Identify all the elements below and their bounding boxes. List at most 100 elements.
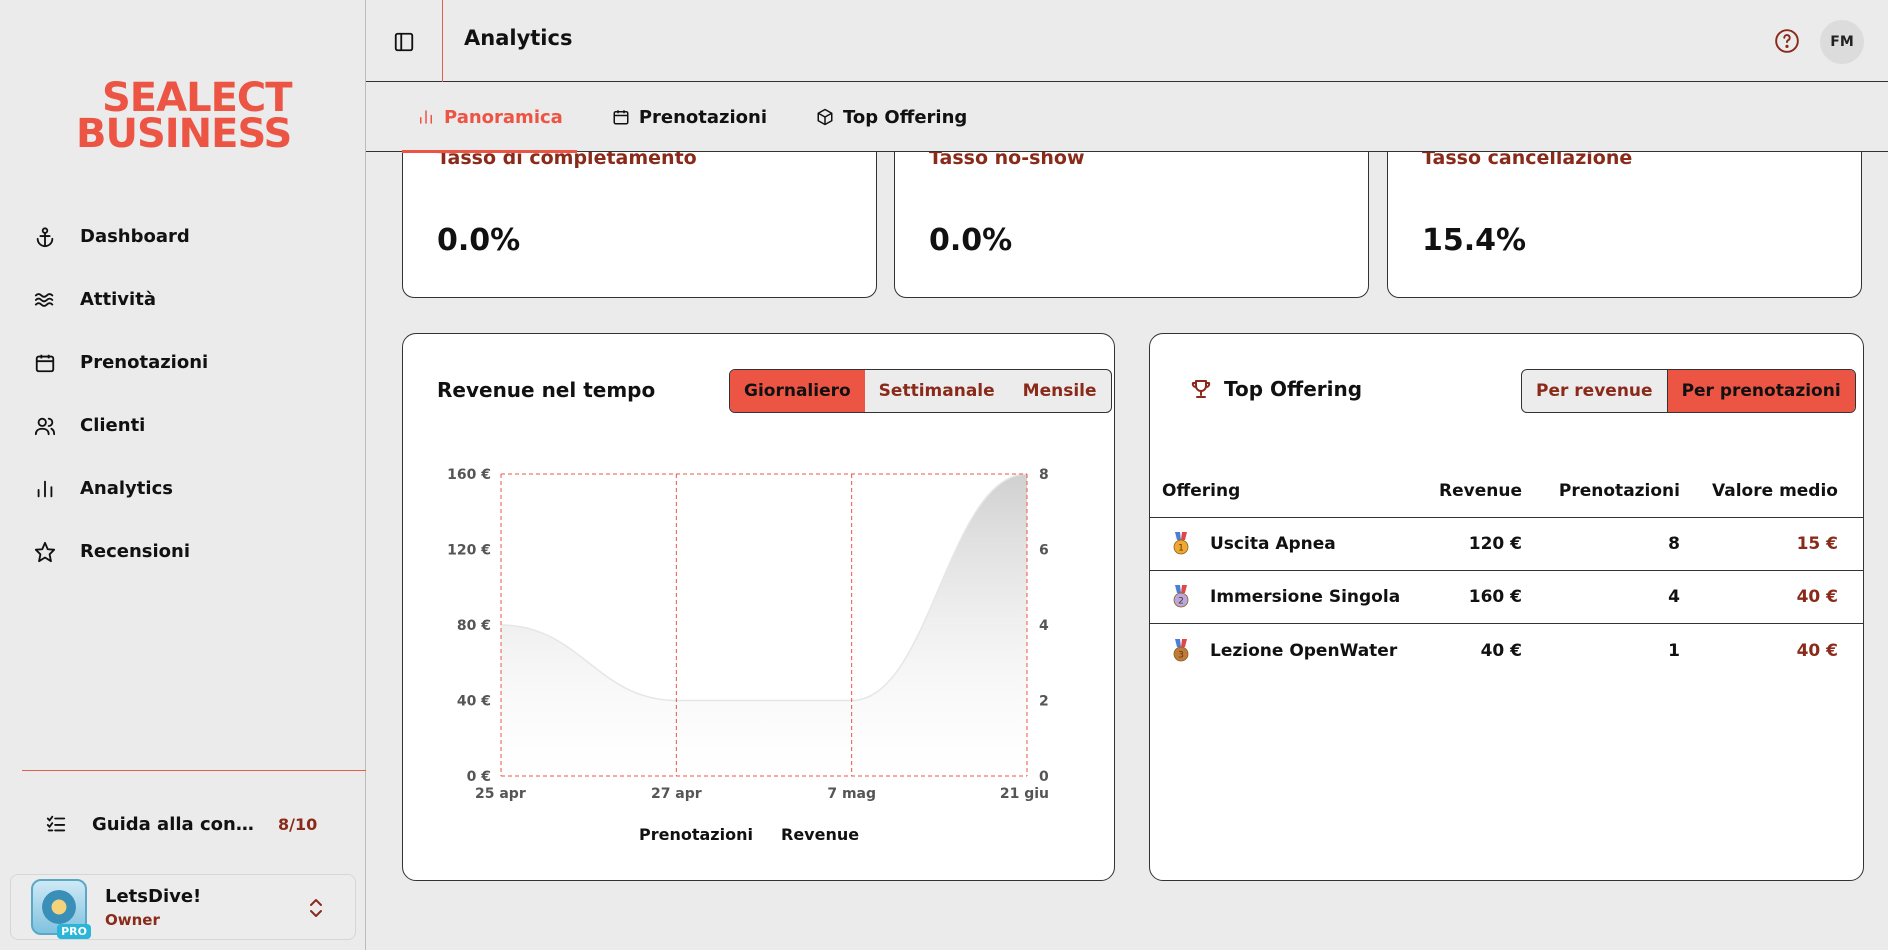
offering-bookings: 4: [1668, 587, 1680, 607]
account-switcher[interactable]: PRO LetsDive! Owner: [10, 874, 356, 940]
table-row[interactable]: 2 Immersione Singola 160 € 4 40 €: [1150, 571, 1863, 624]
offering-avg-value: 40 €: [1796, 587, 1838, 607]
chevron-up-down-icon: [307, 897, 325, 923]
sidebar-item-recensioni[interactable]: Recensioni: [0, 520, 366, 583]
setup-guide-link[interactable]: Guida alla configurazione 8/10: [44, 808, 344, 840]
account-name: LetsDive!: [105, 885, 202, 907]
tab-label: Prenotazioni: [638, 106, 768, 128]
offering-avg-value: 40 €: [1796, 640, 1838, 661]
help-icon: [1775, 29, 1799, 53]
users-icon: [32, 413, 58, 439]
bronze-medal-icon: 3: [1170, 638, 1192, 662]
offer-mode-selector: Per revenue Per prenotazioni: [1521, 369, 1856, 413]
y-right-tick-label: 8: [1039, 467, 1049, 483]
bar-chart-icon: [32, 476, 58, 502]
sidebar-item-analytics[interactable]: Analytics: [0, 457, 366, 520]
mode-bookings-button[interactable]: Per prenotazioni: [1666, 370, 1855, 412]
sidebar-item-label: Prenotazioni: [80, 352, 209, 373]
tab-top-offering[interactable]: Top Offering: [801, 82, 981, 152]
analytics-tabs: Panoramica Prenotazioni Top Offering: [366, 82, 1888, 153]
x-tick-label: 27 apr: [651, 786, 702, 802]
sidebar-item-attivita[interactable]: Attività: [0, 268, 366, 331]
legend-item: Prenotazioni: [639, 825, 753, 844]
mode-revenue-button[interactable]: Per revenue: [1536, 381, 1653, 401]
offering-name: Immersione Singola: [1210, 587, 1401, 607]
offering-bookings: 8: [1668, 534, 1680, 554]
kpi-card-completion: Tasso di completamento 0.0%: [402, 140, 877, 298]
column-header-bookings[interactable]: Prenotazioni: [1558, 480, 1680, 501]
offering-revenue: 160 €: [1468, 587, 1522, 607]
sidebar-item-dashboard[interactable]: Dashboard: [0, 205, 366, 268]
waves-icon: [32, 287, 58, 313]
revenue-line: [500, 473, 1028, 702]
account-role: Owner: [105, 910, 160, 929]
calendar-icon: [32, 350, 58, 376]
checklist-icon: [44, 812, 68, 836]
offering-revenue: 40 €: [1480, 640, 1522, 661]
top-bar: Analytics FM: [366, 0, 1888, 82]
setup-guide-progress: 8/10: [278, 814, 318, 834]
kpi-value: 15.4%: [1422, 223, 1527, 258]
x-tick-label: 25 apr: [475, 786, 526, 802]
sidebar-item-label: Clienti: [80, 415, 146, 436]
kpi-title: Tasso no-show: [929, 147, 1085, 169]
setup-guide-label: Guida alla configurazione: [92, 813, 262, 835]
sidebar-toggle-icon: [394, 32, 414, 52]
bar-chart-icon: [416, 107, 436, 127]
sidebar-nav: Dashboard Attività Prenotazioni Clienti …: [0, 205, 366, 583]
y-left-tick-label: 120 €: [447, 543, 491, 559]
period-weekly-button[interactable]: Settimanale: [878, 381, 995, 401]
sidebar-item-prenotazioni[interactable]: Prenotazioni: [0, 331, 366, 394]
chart-title: Revenue nel tempo: [437, 378, 656, 402]
sidebar-item-label: Attività: [80, 289, 156, 310]
svg-text:2: 2: [1178, 597, 1184, 607]
period-monthly-button[interactable]: Mensile: [1022, 381, 1097, 401]
y-left-tick-label: 80 €: [457, 618, 491, 634]
offering-avg-value: 15 €: [1796, 534, 1838, 554]
x-tick-label: 7 mag: [827, 786, 876, 802]
user-avatar[interactable]: FM: [1820, 20, 1864, 64]
table-row[interactable]: 1 Uscita Apnea 120 € 8 15 €: [1150, 518, 1863, 571]
revenue-chart: 0 € 40 € 80 € 120 € 160 € 0 2 4 6 8 25 apr 27 apr 7 …: [447, 467, 1049, 844]
kpi-title: Tasso cancellazione: [1422, 147, 1633, 169]
revenue-area: [501, 474, 1027, 776]
y-right-tick-label: 4: [1039, 618, 1049, 634]
logo[interactable]: SEALECT BUSINESS: [76, 78, 293, 157]
sidebar-item-label: Analytics: [80, 478, 173, 499]
tab-prenotazioni[interactable]: Prenotazioni: [597, 82, 781, 152]
y-right-tick-label: 2: [1039, 694, 1049, 710]
offering-name: Uscita Apnea: [1210, 534, 1336, 554]
star-icon: [32, 539, 58, 565]
period-selector: Giornaliero Settimanale Mensile: [729, 369, 1112, 413]
period-daily-button[interactable]: Giornaliero: [730, 370, 865, 412]
y-right-tick-label: 6: [1039, 543, 1049, 559]
column-header-avg-value[interactable]: Valore medio: [1712, 480, 1838, 501]
legend-item: Revenue: [781, 825, 859, 844]
offering-table: Offering Revenue Prenotazioni Valore med…: [1150, 464, 1863, 677]
y-left-tick-label: 160 €: [447, 467, 491, 483]
sidebar-item-label: Dashboard: [80, 226, 190, 247]
kpi-card-no-show: Tasso no-show 0.0%: [894, 140, 1369, 298]
sidebar-item-label: Recensioni: [80, 541, 190, 562]
sidebar-item-clienti[interactable]: Clienti: [0, 394, 366, 457]
y-right-tick-label: 0: [1039, 769, 1049, 785]
help-button[interactable]: [1774, 28, 1800, 54]
table-row[interactable]: 3 Lezione OpenWater 40 € 1 40 €: [1150, 624, 1863, 677]
svg-text:3: 3: [1178, 650, 1184, 660]
topbar-separator: [442, 0, 443, 82]
y-left-tick-label: 40 €: [457, 694, 491, 710]
page-title: Analytics: [464, 26, 573, 50]
svg-text:1: 1: [1178, 544, 1184, 554]
sidebar-toggle-button[interactable]: [390, 28, 418, 56]
tab-panoramica[interactable]: Panoramica: [402, 82, 577, 153]
silver-medal-icon: 2: [1170, 585, 1192, 608]
y-left-tick-label: 0 €: [467, 769, 491, 785]
logo-line2: BUSINESS: [76, 111, 292, 157]
offering-revenue: 120 €: [1468, 534, 1522, 554]
package-icon: [815, 107, 835, 127]
top-offering-card: Top Offering Per revenue Per prenotazion…: [1149, 333, 1864, 881]
column-header-offering[interactable]: Offering: [1162, 480, 1241, 501]
account-avatar: PRO: [31, 879, 91, 939]
column-header-revenue[interactable]: Revenue: [1439, 480, 1522, 501]
kpi-value: 0.0%: [929, 223, 1013, 258]
